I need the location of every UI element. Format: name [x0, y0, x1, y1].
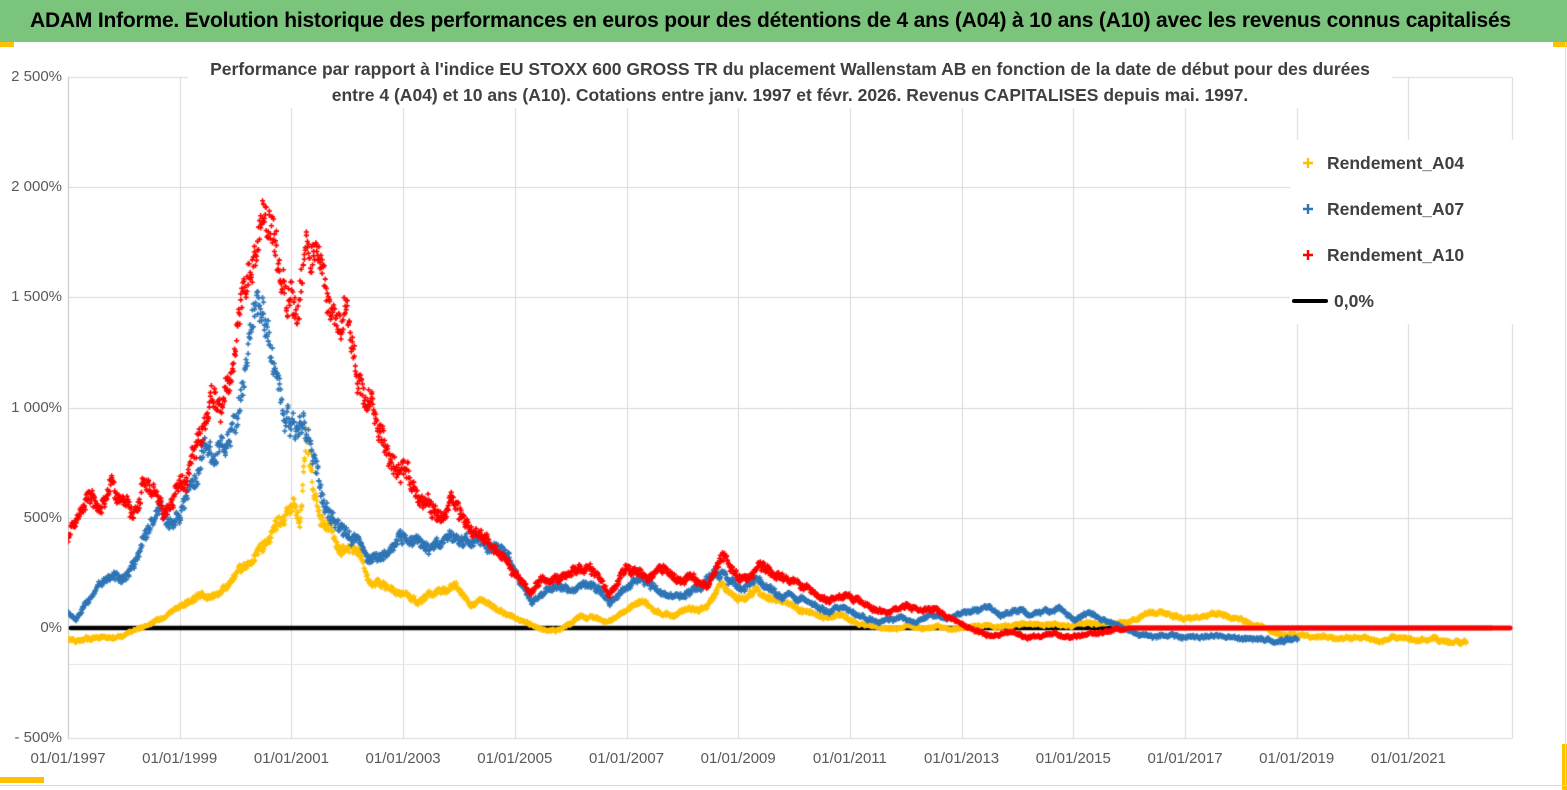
x-tick-label: 01/01/1999 — [142, 750, 218, 767]
legend-item-rendement-a07[interactable]: Rendement_A07 — [1290, 186, 1518, 232]
legend-label: Rendement_A07 — [1327, 198, 1465, 219]
chart-title: Performance par rapport à l'indice EU ST… — [188, 56, 1392, 108]
legend-label: 0,0% — [1334, 290, 1374, 311]
x-tick-label: 01/01/2011 — [812, 750, 887, 767]
legend-item-rendement-a04[interactable]: Rendement_A04 — [1290, 140, 1518, 186]
legend-item-0-0-[interactable]: 0,0% — [1290, 278, 1518, 324]
y-tick-label: 500% — [23, 508, 62, 526]
x-tick-label: 01/01/2003 — [365, 750, 441, 767]
x-tick-label: 01/01/2017 — [1147, 750, 1223, 767]
line-swatch-icon — [1292, 298, 1328, 304]
plus-marker-icon — [1303, 250, 1313, 260]
y-tick-label: 0% — [40, 619, 62, 636]
x-tick-label: 01/01/1997 — [30, 750, 106, 767]
legend-label: Rendement_A10 — [1327, 244, 1465, 265]
y-tick-label: - 500% — [14, 729, 62, 747]
y-tick-label: 1 000% — [11, 398, 62, 416]
y-tick-label: 2 000% — [11, 178, 62, 196]
x-tick-label: 01/01/2015 — [1035, 750, 1111, 767]
x-tick-label: 01/01/2001 — [253, 750, 329, 767]
x-tick-label: 01/01/2021 — [1370, 750, 1446, 767]
legend-label: Rendement_A04 — [1327, 152, 1465, 173]
x-tick-label: 01/01/2013 — [924, 750, 1000, 767]
plus-marker-icon — [1303, 158, 1313, 168]
x-tick-label: 01/01/2009 — [700, 750, 776, 767]
y-tick-label: 2 500% — [11, 68, 62, 85]
x-tick-label: 01/01/2019 — [1259, 750, 1335, 767]
x-tick-label: 01/01/2007 — [588, 750, 665, 767]
chart-legend[interactable]: Rendement_A04 Rendement_A07 Rendement_A10 0… — [1290, 140, 1518, 324]
plus-marker-icon — [1303, 204, 1313, 214]
legend-item-rendement-a10[interactable]: Rendement_A10 — [1290, 232, 1518, 278]
x-tick-label: 01/01/2005 — [477, 750, 553, 767]
chart-title-line1: Performance par rapport à l'indice EU ST… — [210, 59, 1370, 79]
chart-title-line2: entre 4 (A04) et 10 ans (A10). Cotations… — [331, 85, 1249, 105]
y-tick-label: 1 500% — [11, 288, 62, 306]
